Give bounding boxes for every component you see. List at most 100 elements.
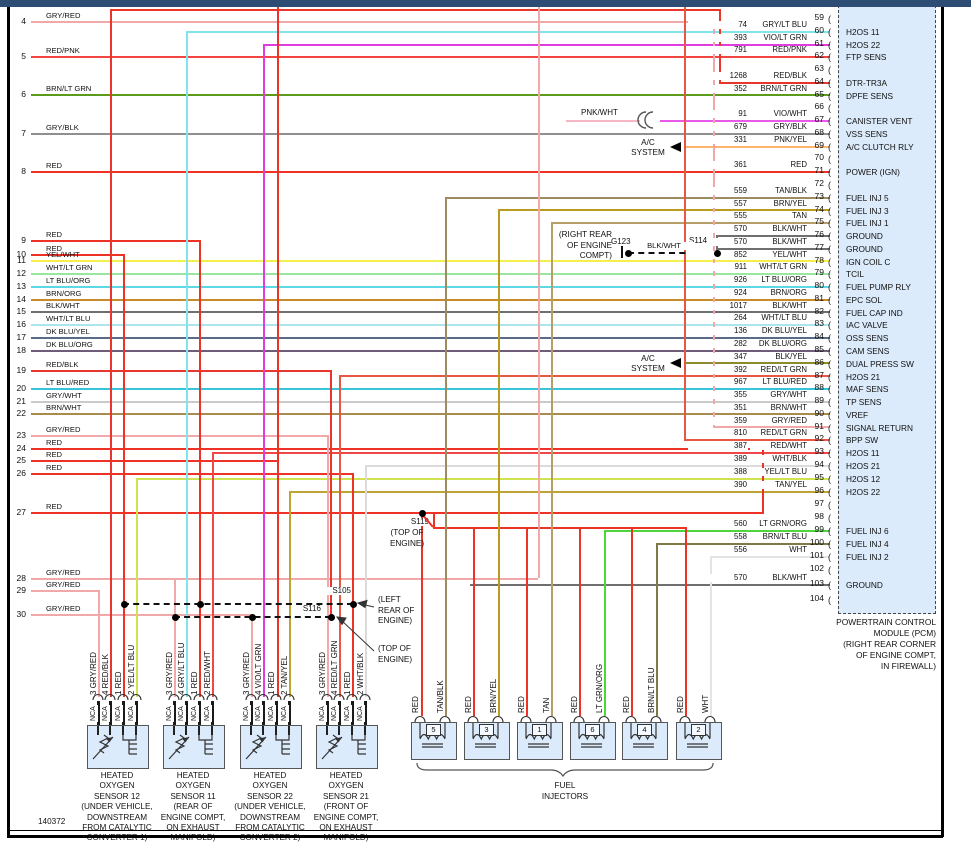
pcm-pin-number: 78	[814, 255, 824, 265]
pcm-pin-connector-mark: (	[828, 320, 831, 330]
pcm-wire-color-label: BRN/ORG	[750, 289, 808, 297]
sensor-pigtail-wire	[326, 701, 329, 726]
pcm-pin-connector-mark: (	[828, 193, 831, 203]
pcm-pin-number: 96	[814, 485, 824, 495]
pcm-pin-connector-mark: (	[828, 231, 831, 241]
wire-yel-wht	[31, 260, 830, 262]
ac-system-label-line: A/C	[641, 138, 655, 147]
wire-brn-lt-blu	[656, 543, 830, 545]
wire-gry-red	[31, 578, 538, 580]
wire-red	[433, 527, 685, 529]
wire-red	[31, 240, 199, 242]
sensor-caption-line: HEATED	[329, 771, 363, 780]
pcm-pin-number: 104	[809, 593, 824, 603]
pcm-wire-color-label: WHT/BLK	[750, 455, 808, 463]
left-wire-label: RED	[46, 450, 63, 459]
wire-gry-red	[31, 435, 327, 437]
pcm-wire-number: 74	[688, 21, 748, 29]
pnk-wht-wire-label: PNK/WHT	[580, 108, 619, 117]
pcm-function-label: OSS SENS	[846, 333, 889, 343]
pcm-wire-number: 282	[688, 340, 748, 348]
left-wire-label: GRY/RED	[46, 425, 81, 434]
g123-ground-symbol	[621, 246, 623, 258]
pcm-pin-number: 99	[814, 524, 824, 534]
sensor-caption-line: SENSOR 21	[323, 791, 369, 801]
left-wire-label: GRY/WHT	[46, 391, 82, 400]
wire-red	[685, 527, 687, 716]
pcm-pin-number: 75	[814, 216, 824, 226]
pcm-wire-number: 359	[688, 417, 748, 425]
sensor-terminal-label: NCA	[177, 705, 186, 722]
left-wire-label: RED	[46, 438, 63, 447]
wire-vio-wht	[660, 120, 830, 122]
sensor-wire-label: 3 GRY/RED	[89, 651, 98, 696]
pcm-pin-connector-mark: (	[828, 410, 831, 420]
pcm-connector-box	[838, 0, 936, 614]
oxygen-sensor-symbol-icon	[92, 726, 137, 760]
pcm-wire-color-label: LT BLU/ORG	[750, 276, 808, 284]
left-pin-number: 6	[21, 89, 26, 99]
pcm-pin-number: 85	[814, 344, 824, 354]
pcm-function-label: VSS SENS	[846, 129, 888, 139]
wire-gry-red	[98, 590, 100, 697]
pcm-pin-connector-mark: (	[828, 359, 831, 369]
pcm-pin-number: 66	[814, 101, 824, 111]
injector-wire-label: RED	[570, 695, 579, 714]
wire-red	[631, 527, 633, 716]
pcm-pin-number: 69	[814, 140, 824, 150]
injector-wire-label: LT GRN/ORG	[595, 662, 604, 714]
sensor-caption-line: (REAR OF	[173, 802, 213, 812]
injector-number-badge: 5	[426, 723, 441, 736]
pcm-pin-connector-mark: (	[828, 142, 831, 152]
pcm-function-label: H2OS 12	[846, 474, 881, 484]
wire-wht	[710, 556, 830, 558]
wire-pnk-wht	[566, 120, 640, 122]
wire-blk-wht	[470, 584, 830, 586]
splice-junction-dot	[120, 600, 128, 608]
left-wire-label: RED	[46, 230, 63, 239]
pcm-function-label: MAF SENS	[846, 384, 889, 394]
wire-brn-lt-blu	[656, 543, 658, 716]
injector-wire-label: RED	[676, 695, 685, 714]
sensor-caption-line: HEATED	[253, 771, 287, 780]
pcm-pin-connector-mark: (	[828, 435, 831, 445]
sensor-terminal-label: NCA	[127, 705, 136, 722]
wire-lt-grn-org	[604, 530, 830, 532]
sensor-pigtail-wire	[250, 701, 253, 726]
pcm-pin-connector-mark: (	[828, 308, 831, 318]
splice-junction-dot	[327, 613, 335, 621]
g123-wire-label: BLK/WHT	[634, 242, 694, 250]
wire-red	[526, 527, 528, 716]
pcm-pin-number: 65	[814, 89, 824, 99]
pcm-pin-connector-mark: (	[828, 448, 831, 458]
wire-gry-red	[31, 614, 251, 616]
sensor-wire-label: 1 RED	[343, 670, 352, 696]
pcm-wire-number: 679	[688, 123, 748, 131]
wire-wht-lt-grn	[31, 273, 830, 275]
pcm-wire-number: 967	[688, 378, 748, 386]
splice-dashed-link	[123, 603, 353, 605]
pcm-wire-color-label: BLK/WHT	[750, 238, 808, 246]
left-pin-number: 4	[21, 16, 26, 26]
pcm-function-label: FUEL PUMP RLY	[846, 282, 911, 292]
splice-s114-label: S114	[688, 236, 709, 245]
pcm-function-label: DUAL PRESS SW	[846, 359, 914, 369]
pcm-function-label: POWER (IGN)	[846, 167, 900, 177]
oxygen-sensor-symbol-icon	[321, 726, 366, 760]
pcm-pin-connector-mark: (	[828, 333, 831, 343]
left-wire-label: RED	[46, 244, 63, 253]
pcm-function-label: CANISTER VENT	[846, 116, 913, 126]
left-pin-number: 23	[16, 430, 26, 440]
wire-red-blk	[110, 9, 719, 11]
sensor-pigtail-wire	[122, 701, 125, 726]
wire-wht-blk	[365, 465, 367, 697]
s116-location-line: (TOP OF	[378, 644, 411, 653]
pcm-wire-number: 91	[688, 110, 748, 118]
wire-blk-wht	[716, 248, 830, 250]
pcm-pin-number: 73	[814, 191, 824, 201]
pcm-wire-number: 1017	[688, 302, 748, 310]
left-pin-number: 20	[16, 383, 26, 393]
pcm-pin-number: 59	[814, 12, 824, 22]
pcm-pin-connector-mark: (	[828, 154, 831, 164]
